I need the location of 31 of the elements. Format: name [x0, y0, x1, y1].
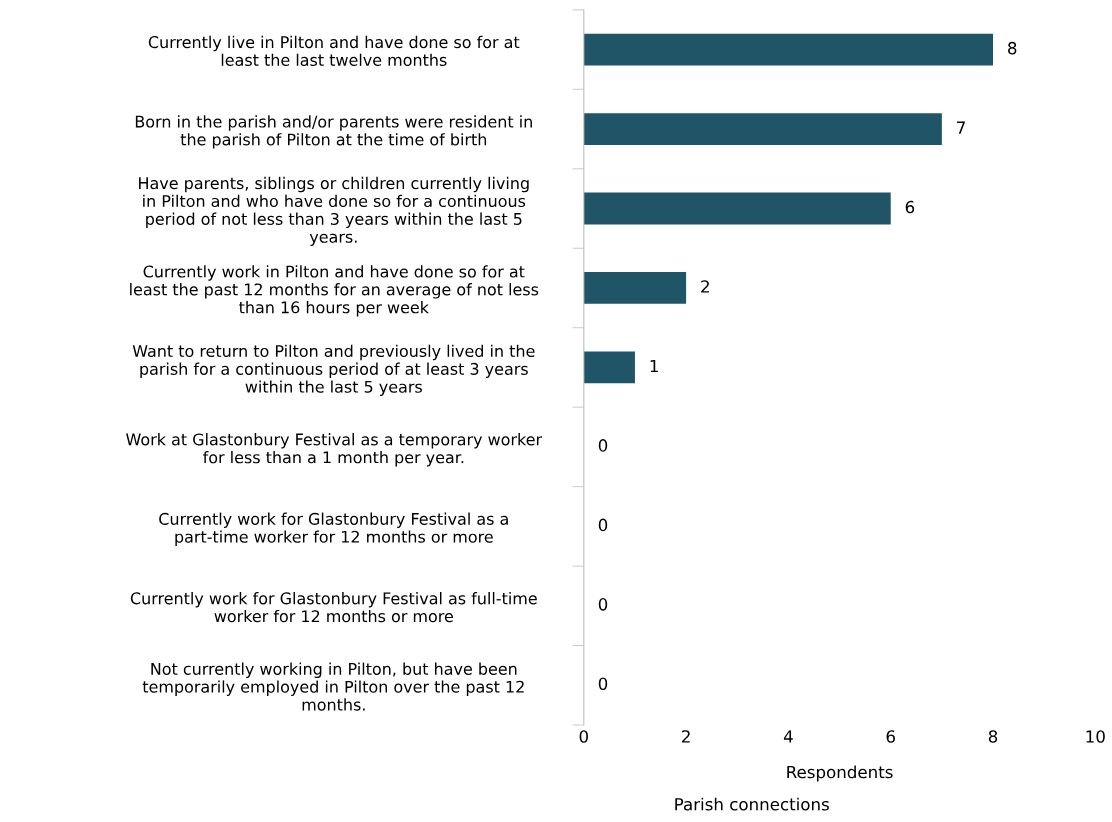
- bar: [583, 192, 891, 225]
- x-tick-label: 2: [682, 730, 690, 743]
- y-tick-label: Currently work for Glastonbury Festival as full-time worker for 12 months or more: [130, 592, 537, 623]
- data-label: 2: [701, 280, 709, 293]
- bar: [583, 351, 635, 384]
- data-label: 0: [598, 518, 608, 532]
- y-tick-label: Want to return to Pilton and previously lived in the parish for a continuous period of at least 3 years within the last 5 years: [132, 344, 535, 396]
- y-tick-label: Currently work for Glastonbury Festival as a part-time worker for 12 months or more: [159, 512, 508, 546]
- y-tick-label: Born in the parish and/or parents were resident in the parish of Pilton at the time of birth: [135, 115, 532, 149]
- bar: [583, 272, 687, 304]
- bar: [583, 113, 942, 145]
- x-tick-label: 4: [783, 730, 793, 743]
- y-tick-label: Not currently working in Pilton, but have been temporarily employed in Pilton over the past 12 months.: [142, 662, 524, 711]
- data-label: 1: [650, 359, 658, 373]
- y-tick-label: Currently live in Pilton and have done so for at least the last twelve months: [148, 35, 520, 67]
- x-axis-title: Respondents: [787, 765, 893, 782]
- y-tick-label: Work at Glastonbury Festival as a temporary worker for less than a 1 month per year.: [126, 433, 543, 467]
- data-label: 0: [598, 439, 608, 452]
- y-tick-label: Currently work in Pilton and have done so for at least the past 12 months for an average of not less than 16 hours per week: [130, 265, 539, 317]
- text: Parish connections: [675, 797, 829, 811]
- bar: [583, 33, 994, 66]
- data-label: 0: [598, 677, 608, 691]
- data-label: 8: [1008, 41, 1017, 55]
- data-label: 0: [598, 598, 608, 611]
- data-label: 6: [905, 200, 915, 214]
- data-label: 7: [957, 121, 965, 134]
- x-tick-label: 6: [886, 730, 895, 743]
- x-tick-label: 8: [988, 730, 998, 743]
- y-tick-label: Have parents, siblings or children currently living in Pilton and who have done so for a continuous period of not less than 3 years within the last 5 years.: [139, 176, 529, 246]
- x-tick-label: 10: [1086, 730, 1105, 743]
- x-tick-label: 0: [579, 730, 588, 743]
